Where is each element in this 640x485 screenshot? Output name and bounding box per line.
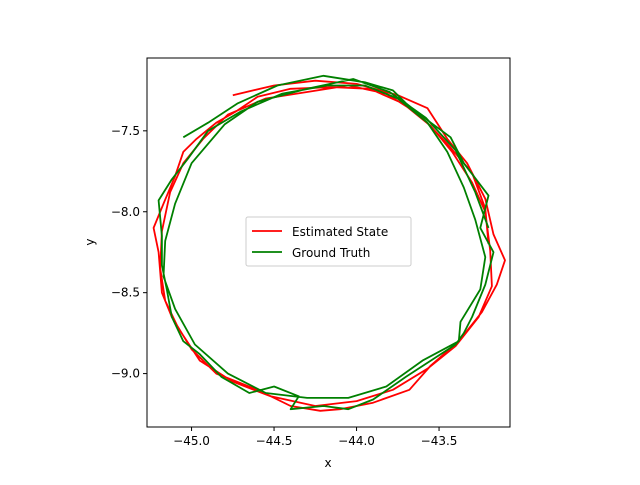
y-tick-label: −8.5	[111, 286, 140, 300]
x-axis: −45.0 −44.5 −44.0 −43.5	[173, 427, 457, 448]
legend: Estimated State Ground Truth	[245, 216, 412, 267]
y-tick-label: −9.0	[111, 367, 140, 381]
plot-frame	[146, 57, 511, 428]
x-tick-label: −44.5	[256, 434, 293, 448]
x-tick-label: −43.5	[421, 434, 458, 448]
x-tick-label: −44.0	[338, 434, 375, 448]
x-axis-label: x	[324, 456, 331, 470]
y-axis-label: y	[83, 238, 97, 245]
x-tick-label: −45.0	[173, 434, 210, 448]
series-line-ground-truth	[157, 74, 495, 411]
legend-label-ground-truth: Ground Truth	[292, 246, 370, 260]
legend-label-estimated-state: Estimated State	[292, 225, 388, 239]
y-tick-label: −7.5	[111, 124, 140, 138]
legend-box	[245, 216, 412, 267]
y-tick-label: −8.0	[111, 205, 140, 219]
series-layer	[152, 74, 506, 412]
y-axis: −7.5 −8.0 −8.5 −9.0	[111, 124, 147, 381]
